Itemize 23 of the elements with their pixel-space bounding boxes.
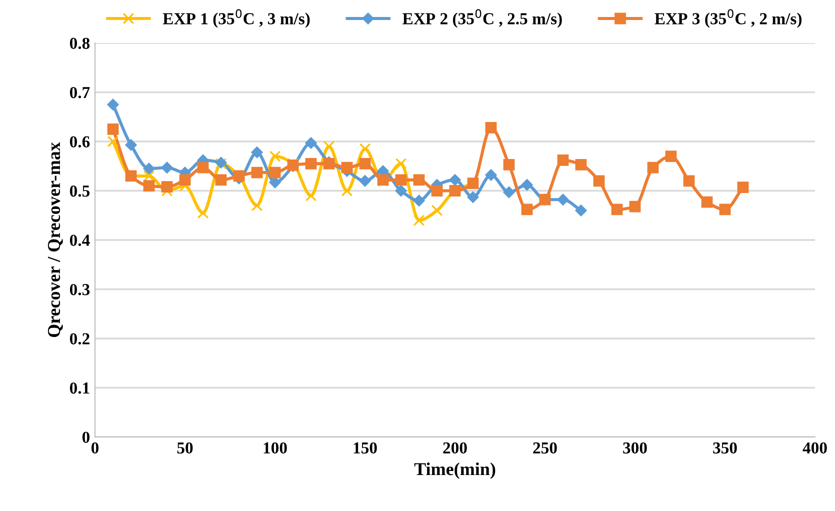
y-axis-title: Qrecover / Qrecover-max <box>48 142 63 338</box>
y-tick-label: 0 <box>82 432 90 443</box>
x-tick-label: 150 <box>354 442 377 454</box>
y-tick-label: 0.4 <box>70 234 90 246</box>
x-axis-title: Time(min) <box>414 462 496 479</box>
x-tick-label: 300 <box>623 442 647 454</box>
x-tick-label: 400 <box>802 442 827 454</box>
x-tick-label: 200 <box>443 442 467 454</box>
y-tick-label: 0.6 <box>70 136 90 148</box>
x-tick-label: 0 <box>91 442 99 454</box>
y-tick-label: 0.8 <box>70 38 90 50</box>
y-tick-label: 0.2 <box>70 333 90 345</box>
legend-label: EXP 2 (35$^{0}$C , 2.5 m/s) <box>402 9 562 28</box>
y-tick-label: 0.3 <box>70 284 90 296</box>
x-tick-label: 350 <box>713 442 737 454</box>
x-tick-label: 250 <box>533 442 557 454</box>
legend-label: EXP 3 (35$^{0}$C , 2 m/s) <box>654 9 802 28</box>
y-tick-label: 0.7 <box>70 86 90 98</box>
y-tick-label: 0.5 <box>70 185 90 197</box>
x-tick-label: 50 <box>177 442 193 454</box>
legend-label: EXP 1 (35$^{0}$C , 3 m/s) <box>162 9 310 28</box>
x-tick-label: 100 <box>264 442 287 454</box>
y-tick-label: 0.1 <box>70 382 90 394</box>
